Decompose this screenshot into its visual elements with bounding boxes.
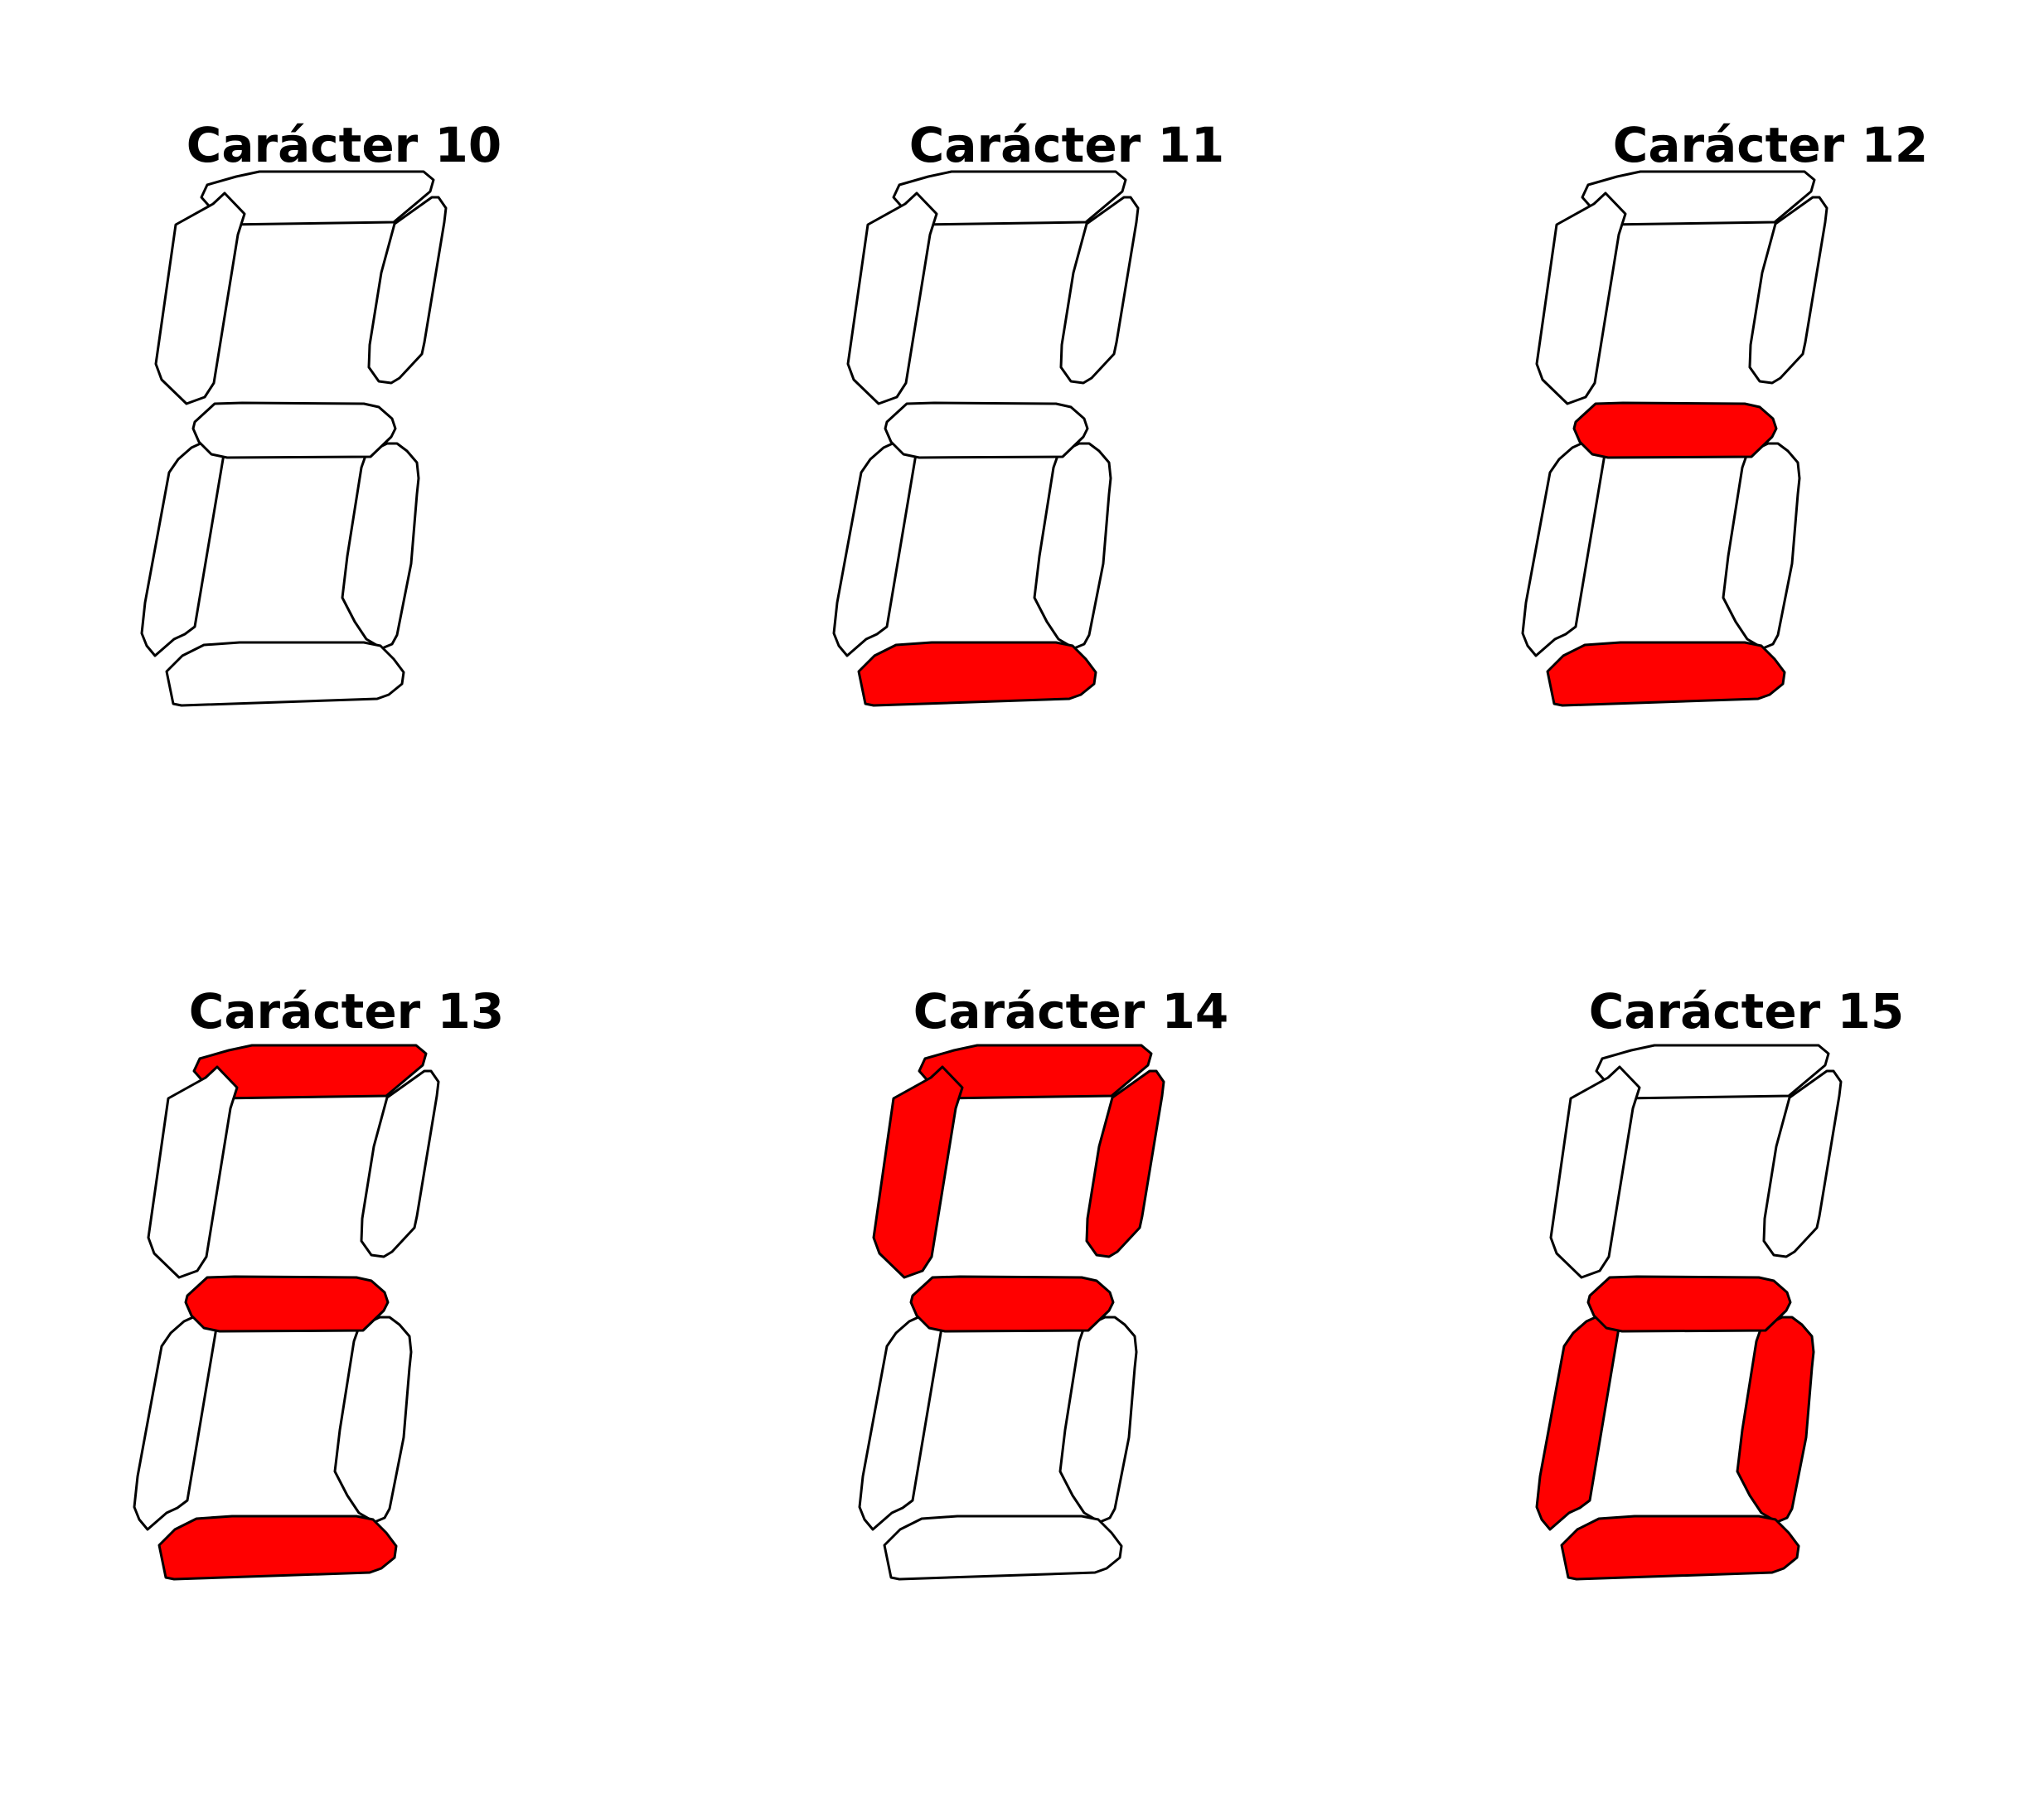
segment-bottom-lit [1546, 641, 1786, 707]
segment-top-unlit [892, 170, 1127, 226]
segment-upper-left-unlit [846, 191, 938, 405]
segment-lower-left-unlit [133, 1311, 218, 1531]
character-panel: Carácter 11 [832, 117, 1224, 707]
character-title: Carácter 15 [1589, 983, 1904, 1040]
character-title: Carácter 13 [189, 983, 504, 1040]
character-title: Carácter 14 [913, 983, 1228, 1040]
character-panel: Carácter 15 [1535, 983, 1904, 1581]
segment-lower-right-unlit [1058, 1316, 1138, 1524]
segment-top-unlit [1595, 1044, 1830, 1100]
segment-lower-right-unlit [333, 1316, 413, 1524]
segment-top-lit [918, 1044, 1153, 1100]
segment-upper-left-unlit [147, 1065, 239, 1279]
segment-lower-right-unlit [1033, 442, 1112, 650]
segment-upper-left-unlit [154, 191, 246, 405]
segment-lower-right-unlit [341, 442, 420, 650]
segment-upper-left-unlit [1535, 191, 1627, 405]
character-title: Carácter 12 [1613, 117, 1928, 173]
segment-bottom-lit [1560, 1515, 1800, 1581]
seven-segment-digit [133, 1044, 440, 1581]
segment-bottom-unlit [165, 641, 405, 707]
seven-segment-digit [140, 170, 448, 707]
segment-upper-left-unlit [1549, 1065, 1641, 1279]
segment-middle-unlit [884, 401, 1089, 459]
segment-lower-right-lit [1736, 1316, 1815, 1524]
segment-bottom-lit [857, 641, 1097, 707]
segment-upper-right-lit [1085, 1069, 1165, 1258]
seven-segment-digit [858, 1044, 1165, 1581]
segment-middle-unlit [191, 401, 397, 459]
character-panel: Carácter 13 [133, 983, 504, 1581]
segment-middle-lit [909, 1275, 1115, 1333]
segment-top-unlit [200, 170, 435, 226]
seven-segment-digit [832, 170, 1140, 707]
segment-upper-left-lit [872, 1065, 964, 1279]
segment-lower-left-unlit [858, 1311, 943, 1531]
seven-segment-digit [1535, 1044, 1843, 1581]
segment-upper-right-unlit [360, 1069, 440, 1258]
segment-bottom-lit [157, 1515, 398, 1581]
character-title: Carácter 11 [909, 117, 1224, 173]
segment-lower-left-unlit [140, 437, 225, 657]
segment-upper-right-unlit [367, 196, 448, 385]
seven-segment-digit [1521, 170, 1828, 707]
character-panel: Carácter 10 [140, 117, 501, 707]
segment-top-lit [192, 1044, 428, 1100]
character-panel: Carácter 12 [1521, 117, 1928, 707]
segment-lower-left-unlit [832, 437, 918, 657]
segment-top-unlit [1581, 170, 1816, 226]
segment-lower-left-unlit [1521, 437, 1606, 657]
segment-lower-right-unlit [1722, 442, 1801, 650]
segment-upper-right-unlit [1748, 196, 1828, 385]
character-panel: Carácter 14 [858, 983, 1228, 1581]
character-title: Carácter 10 [186, 117, 501, 173]
segment-upper-right-unlit [1762, 1069, 1843, 1258]
segment-middle-lit [1572, 401, 1778, 459]
segment-upper-right-unlit [1059, 196, 1140, 385]
segment-middle-lit [184, 1275, 390, 1333]
segment-middle-lit [1586, 1275, 1792, 1333]
segment-lower-left-lit [1535, 1311, 1620, 1531]
segment-bottom-unlit [883, 1515, 1123, 1581]
